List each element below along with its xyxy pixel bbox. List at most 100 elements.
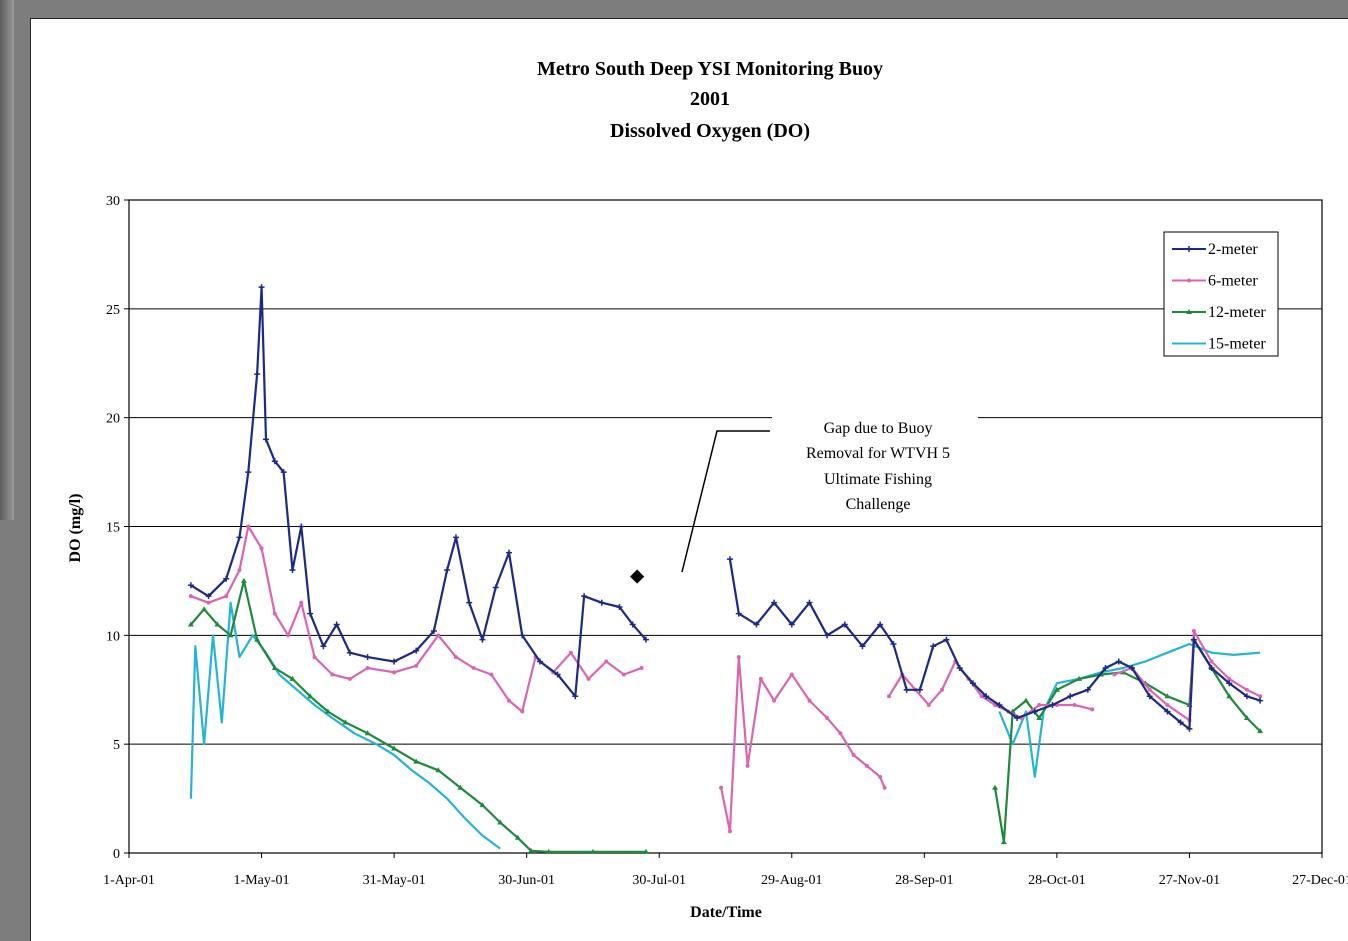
series-2-meter-point: [298, 523, 305, 530]
series-2-meter-point: [877, 621, 884, 628]
series-2-meter-point: [205, 593, 212, 600]
series-12-meter-point: [1226, 693, 1233, 699]
series-2-meter-point: [956, 664, 963, 671]
series-6-meter-point: [1209, 659, 1214, 664]
series-2-meter-point: [307, 610, 314, 617]
series-6-meter-line-1: [720, 655, 886, 833]
series-15-meter-line-0: [189, 601, 501, 850]
series-layer: [187, 284, 1264, 854]
series-6-meter-point: [736, 655, 741, 660]
series-12-meter-point: [391, 745, 398, 751]
series-6-meter-point: [807, 698, 812, 703]
series-2-meter-point: [236, 534, 243, 541]
legend-label: 2-meter: [1208, 241, 1258, 258]
series-6-meter-point: [1147, 687, 1152, 692]
series-12-meter-point: [1053, 686, 1060, 692]
series-2-meter-point: [271, 458, 278, 465]
series-12-meter-point: [271, 664, 278, 670]
series-6-meter-point: [825, 716, 830, 721]
legend-box: [1163, 231, 1279, 357]
series-2-meter-point: [280, 469, 287, 476]
series-2-meter-point: [466, 599, 473, 606]
series-2-meter-point: [930, 643, 937, 650]
series-12-meter-point: [254, 636, 261, 642]
legend-entry-6-meter: 6-meter: [1172, 273, 1258, 290]
series-2-meter-point: [1190, 636, 1197, 643]
series-2-meter-point: [598, 599, 605, 606]
series-6-meter-point: [1227, 676, 1232, 681]
series-12-meter-point: [1164, 693, 1171, 699]
series-12-meter-point: [1036, 715, 1043, 721]
series-6-meter-point: [851, 753, 856, 758]
series-2-meter-point: [581, 593, 588, 600]
series-2-meter-point: [430, 627, 437, 634]
y-axis-title: DO (mg/l): [67, 494, 84, 563]
series-6-meter-point: [882, 785, 887, 790]
series-2-meter-point: [1164, 708, 1171, 715]
series-2-meter-point: [629, 621, 636, 628]
series-6-meter-point: [940, 687, 945, 692]
legend-entry-12-meter: 12-meter: [1172, 304, 1266, 321]
series-12-meter-line-0: [190, 579, 646, 854]
series-6-meter-point: [224, 594, 229, 599]
series-6-meter-point: [886, 694, 891, 699]
series-2-meter-point: [1031, 708, 1038, 715]
x-tick-label: 28-Sep-01: [895, 873, 953, 888]
series-12-meter-point: [240, 577, 247, 583]
series-2-meter-point: [320, 643, 327, 650]
x-tick-label: 1-Apr-01: [103, 873, 155, 888]
annotation-marker: [630, 569, 645, 584]
series-2-meter-point: [519, 632, 526, 639]
series-6-meter-point: [838, 731, 843, 736]
series-2-meter-point: [554, 671, 561, 678]
series-2-meter-point: [492, 584, 499, 591]
x-tick-label: 29-Aug-01: [761, 873, 822, 888]
series-6-meter-point: [1090, 707, 1095, 712]
series-6-meter-point: [878, 774, 883, 779]
series-6-meter-point: [237, 568, 242, 573]
legend-label: 12-meter: [1208, 304, 1266, 321]
series-2-meter-point: [916, 686, 923, 693]
series-6-meter-point: [414, 663, 419, 668]
series-2-meter-point: [444, 567, 451, 574]
series-6-meter-point: [1112, 672, 1117, 677]
series-2-meter-point: [262, 436, 269, 443]
series-2-meter-point: [1084, 686, 1091, 693]
series-2-meter-point: [771, 599, 778, 606]
series-12-meter-point: [642, 848, 649, 854]
series-6-meter-point: [568, 650, 573, 655]
series-2-meter-point: [1067, 693, 1074, 700]
series-2-meter-point: [1186, 725, 1193, 732]
series-12-meter-point: [1022, 697, 1029, 703]
series-2-meter-point: [1129, 664, 1135, 671]
series-6-meter-point: [286, 633, 291, 638]
series-6-meter-point: [1037, 702, 1042, 707]
series-2-meter-point: [1146, 693, 1153, 700]
series-12-meter-point: [545, 848, 552, 854]
series-12-meter-point: [1257, 728, 1264, 734]
legend-entry-15-meter: 15-meter: [1172, 336, 1266, 353]
series-6-meter: [188, 524, 1263, 834]
series-2-meter-point: [536, 658, 543, 665]
series-12-meter-point: [435, 767, 442, 773]
series-6-meter-point: [206, 600, 211, 605]
annotation-line-2: Removal for WTVH 5: [806, 445, 950, 462]
series-2-meter-point: [364, 654, 371, 661]
y-tick-label: 0: [113, 847, 120, 862]
legend-label: 6-meter: [1208, 273, 1258, 290]
series-12-meter-point: [187, 621, 194, 627]
series-6-meter-line-0: [190, 525, 642, 713]
series-12-meter-point: [201, 606, 208, 612]
series-6-meter-point: [789, 672, 794, 677]
series-2-meter-point: [983, 693, 990, 700]
series-2-meter-point: [254, 371, 261, 378]
series-2-meter-point: [413, 647, 420, 654]
y-axis-ticks: 0 5 10 15 20 25 30: [106, 194, 129, 862]
series-6-meter-point: [745, 763, 750, 768]
series-6-meter-point: [272, 611, 277, 616]
series-2-meter-point: [996, 701, 1003, 708]
series-12-meter-point: [1000, 839, 1007, 845]
series-2-meter-point: [391, 658, 398, 665]
legend-swatch-point: [1186, 246, 1192, 252]
